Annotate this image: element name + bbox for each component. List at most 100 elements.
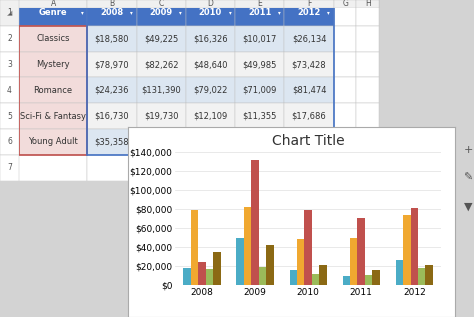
Text: G: G xyxy=(342,0,348,9)
Bar xyxy=(186,0,235,26)
Text: Classics: Classics xyxy=(36,34,70,43)
Bar xyxy=(186,77,235,103)
Bar xyxy=(87,77,137,103)
Text: D: D xyxy=(208,0,213,9)
Text: 7: 7 xyxy=(7,163,12,172)
Bar xyxy=(87,103,137,129)
Text: 1: 1 xyxy=(7,9,12,17)
Bar xyxy=(235,103,284,129)
Bar xyxy=(137,0,186,8)
Bar xyxy=(87,0,334,155)
Text: E: E xyxy=(257,0,262,9)
Text: ✎: ✎ xyxy=(464,173,473,183)
Bar xyxy=(251,160,259,285)
Bar xyxy=(87,0,137,8)
Text: $17,686: $17,686 xyxy=(292,112,327,121)
Text: $20,893: $20,893 xyxy=(193,138,228,146)
Text: ▾: ▾ xyxy=(228,10,231,16)
Bar xyxy=(290,270,297,285)
Text: $12,109: $12,109 xyxy=(193,112,228,121)
Text: ▾: ▾ xyxy=(81,10,83,16)
Bar xyxy=(373,270,380,285)
Bar xyxy=(137,77,186,103)
Text: 2009: 2009 xyxy=(150,9,173,17)
Text: Sci-Fi & Fantasy: Sci-Fi & Fantasy xyxy=(20,112,86,121)
Text: $78,970: $78,970 xyxy=(94,60,129,69)
Bar xyxy=(284,103,334,129)
Bar xyxy=(334,0,356,8)
Text: $49,225: $49,225 xyxy=(144,34,178,43)
Text: $24,236: $24,236 xyxy=(95,86,129,95)
Text: B: B xyxy=(109,0,114,9)
Bar xyxy=(235,26,284,52)
Bar xyxy=(87,26,137,52)
Bar xyxy=(356,103,379,129)
Title: Chart Title: Chart Title xyxy=(272,134,345,148)
Text: 2011: 2011 xyxy=(248,9,272,17)
Bar xyxy=(312,274,319,285)
Text: 2012: 2012 xyxy=(297,9,321,17)
Text: Genre: Genre xyxy=(39,9,67,17)
Text: $48,640: $48,640 xyxy=(193,60,228,69)
Text: $18,580: $18,580 xyxy=(95,34,129,43)
Bar xyxy=(186,0,235,8)
Bar xyxy=(0,26,19,52)
Text: $71,009: $71,009 xyxy=(243,86,277,95)
Bar xyxy=(284,52,334,77)
Bar xyxy=(186,52,235,77)
Bar xyxy=(191,210,198,285)
Bar xyxy=(334,129,356,155)
Bar xyxy=(284,155,334,181)
Text: 6: 6 xyxy=(7,138,12,146)
Bar xyxy=(213,252,220,285)
Bar xyxy=(235,0,284,8)
Bar xyxy=(19,52,87,77)
Text: $131,390: $131,390 xyxy=(141,86,181,95)
Text: ◢: ◢ xyxy=(7,10,12,16)
Text: 5: 5 xyxy=(7,112,12,121)
Text: $79,022: $79,022 xyxy=(193,86,228,95)
Bar xyxy=(356,155,379,181)
Bar xyxy=(334,0,356,26)
Text: ▾: ▾ xyxy=(278,10,281,16)
Bar xyxy=(356,52,379,77)
Bar xyxy=(334,26,356,52)
Bar xyxy=(334,155,356,181)
Text: $16,326: $16,326 xyxy=(193,34,228,43)
Bar xyxy=(137,155,186,181)
Bar xyxy=(284,0,334,26)
Bar xyxy=(87,52,137,77)
Text: $82,262: $82,262 xyxy=(144,60,178,69)
Bar xyxy=(266,245,273,285)
Bar xyxy=(87,0,137,26)
Text: 2: 2 xyxy=(7,34,12,43)
Bar xyxy=(0,77,19,103)
Bar xyxy=(19,155,87,181)
Bar xyxy=(19,129,87,155)
Text: $26,134: $26,134 xyxy=(292,34,326,43)
Text: Young Adult: Young Adult xyxy=(28,138,78,146)
Text: $21,388: $21,388 xyxy=(292,138,327,146)
Text: 4: 4 xyxy=(7,86,12,95)
Bar xyxy=(284,129,334,155)
Bar xyxy=(137,129,186,155)
Bar xyxy=(284,0,334,8)
Bar xyxy=(19,77,87,103)
Bar xyxy=(186,129,235,155)
Bar xyxy=(19,0,87,26)
Bar xyxy=(356,129,379,155)
Bar xyxy=(350,238,357,285)
Text: ▼: ▼ xyxy=(464,202,473,212)
Bar xyxy=(237,238,244,285)
Text: F: F xyxy=(307,0,311,9)
Text: $16,730: $16,730 xyxy=(94,112,129,121)
Bar xyxy=(304,210,312,285)
Text: 2008: 2008 xyxy=(100,9,123,17)
Bar xyxy=(356,77,379,103)
Bar xyxy=(137,0,186,26)
Bar xyxy=(186,26,235,52)
Bar xyxy=(356,0,379,26)
Bar xyxy=(334,77,356,103)
Bar xyxy=(319,265,327,285)
Bar xyxy=(206,269,213,285)
